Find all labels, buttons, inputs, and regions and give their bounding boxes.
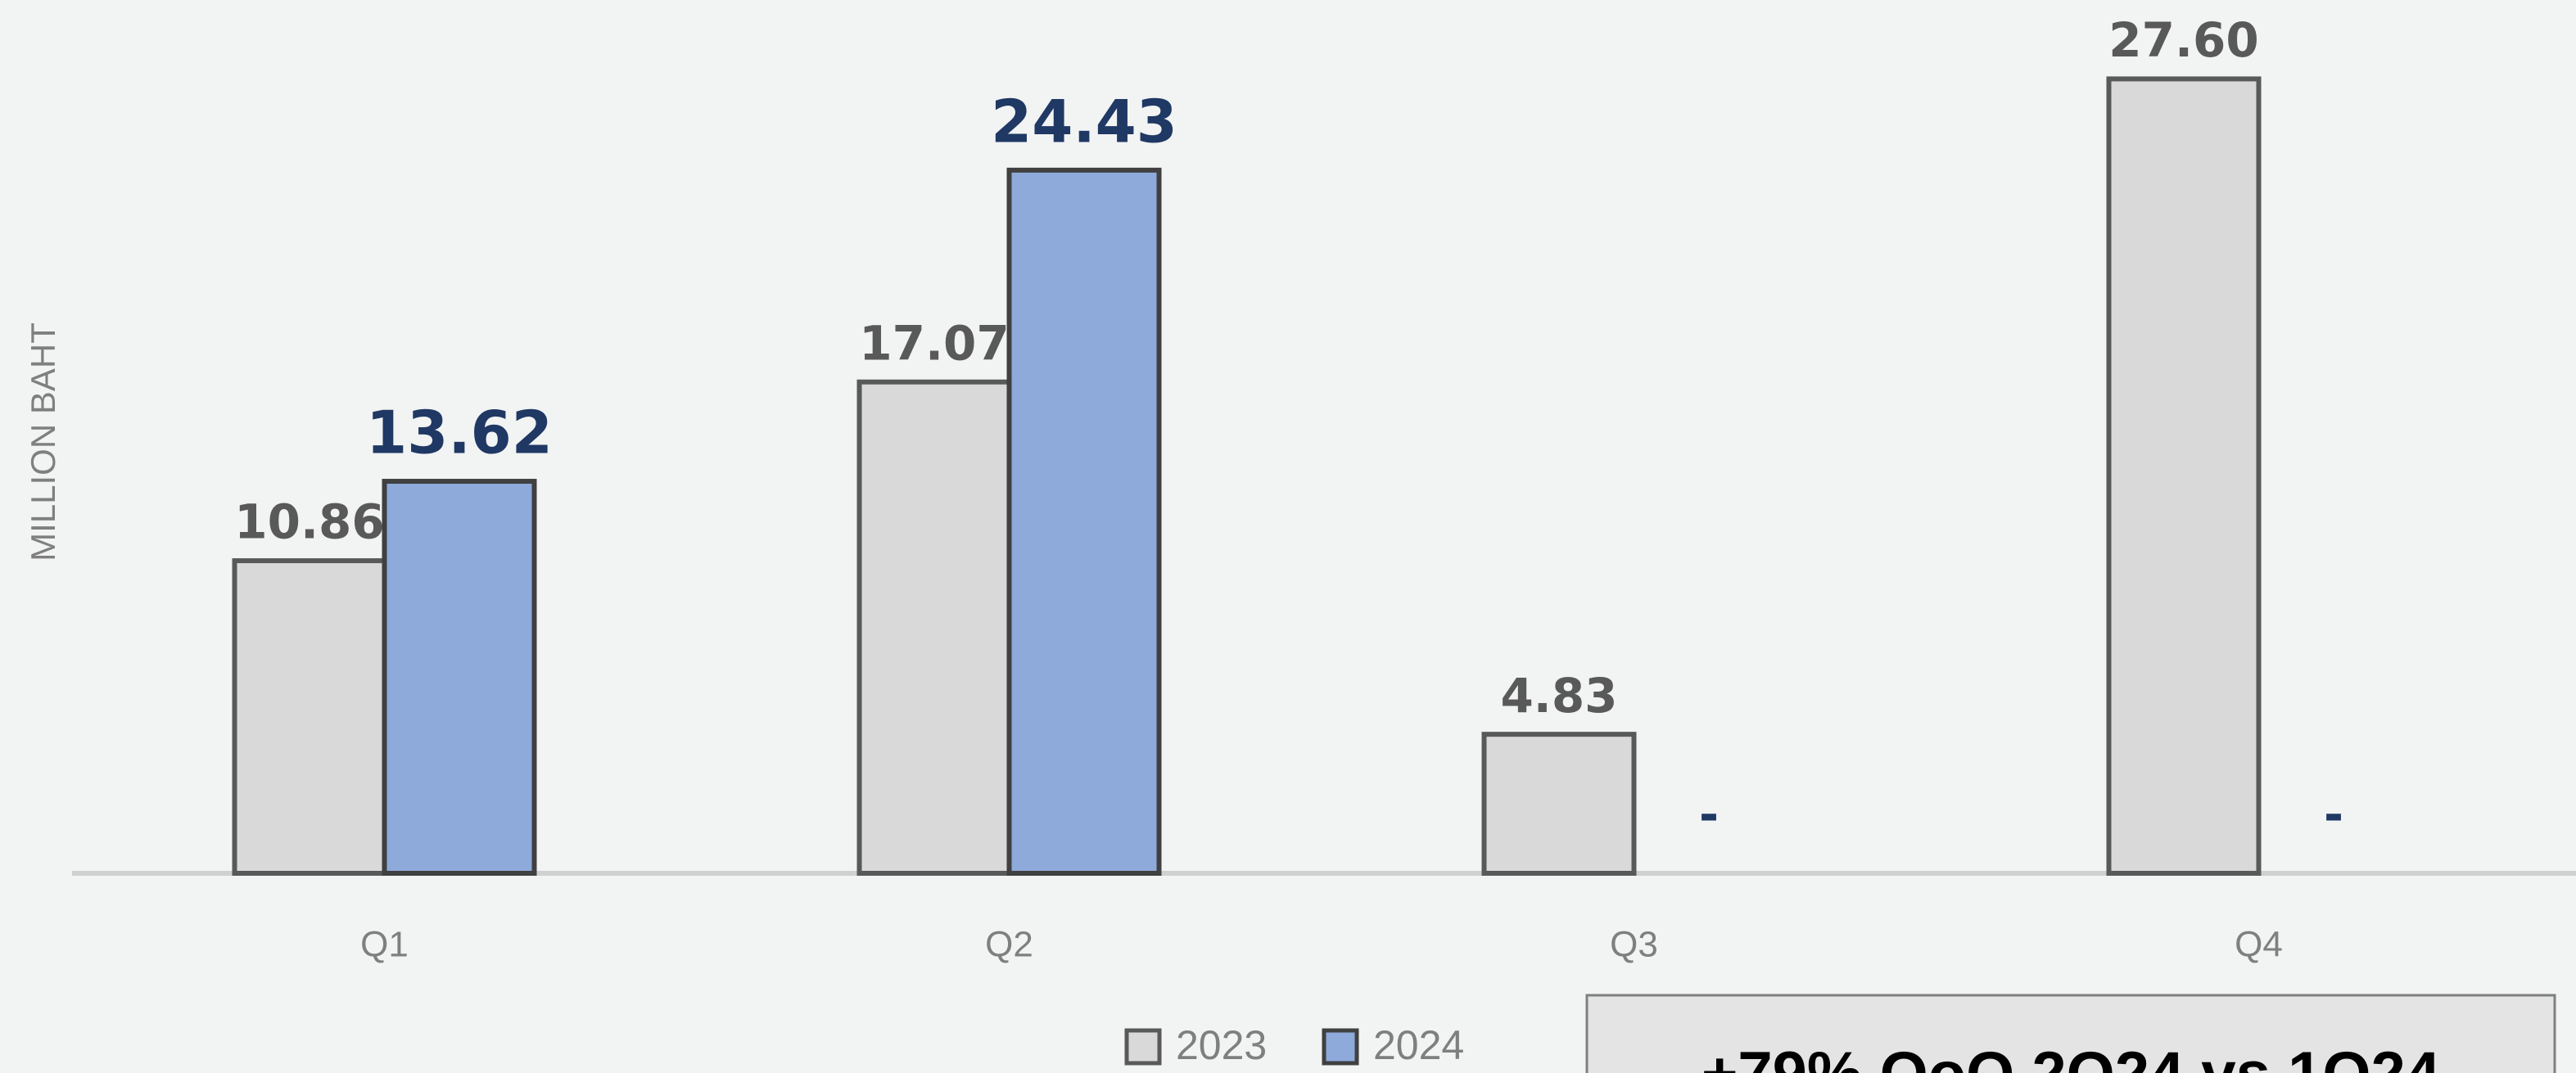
legend-swatch [1322, 1028, 1359, 1066]
x-tick-label: Q1 [360, 925, 409, 965]
legend-label: 2024 [1373, 1022, 1464, 1068]
value-label: 10.86 [234, 494, 384, 550]
bar [382, 479, 537, 877]
value-label: 27.60 [2108, 12, 2258, 68]
x-tick-label: Q3 [1610, 925, 1658, 965]
bar [1481, 732, 1637, 877]
bar [232, 558, 387, 877]
y-axis-label: MILLION BAHT [24, 322, 62, 561]
x-tick-label: Q2 [985, 925, 1033, 965]
legend-swatch [1124, 1028, 1162, 1066]
bar [856, 379, 1012, 876]
value-label: 13.62 [366, 399, 553, 467]
value-label: - [2324, 787, 2343, 842]
value-label: 4.83 [1500, 668, 1617, 724]
value-label: 17.07 [859, 315, 1009, 371]
callout-text: +79% QoQ 2Q24 vs 1Q24 [1702, 1039, 2440, 1073]
x-tick-label: Q4 [2235, 925, 2283, 965]
bar [1006, 167, 1162, 876]
bar [2106, 76, 2262, 876]
value-label: - [1699, 787, 1719, 842]
legend-label: 2023 [1176, 1022, 1267, 1068]
value-label: 24.43 [991, 87, 1177, 156]
callout-box [1585, 994, 2556, 1073]
